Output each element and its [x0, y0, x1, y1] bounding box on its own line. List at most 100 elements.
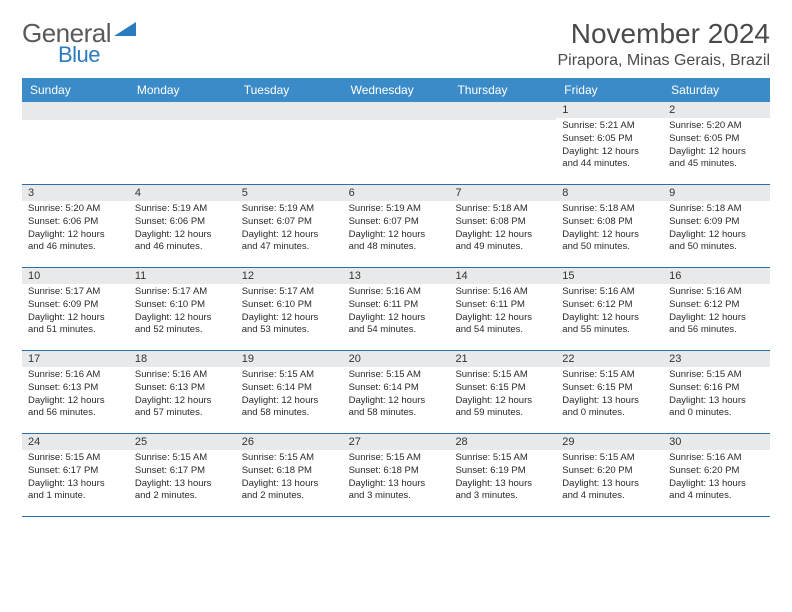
day-number: 1: [556, 102, 663, 118]
daylight-text: Daylight: 12 hours and 53 minutes.: [242, 312, 337, 338]
day-content: Sunrise: 5:15 AMSunset: 6:16 PMDaylight:…: [663, 367, 770, 426]
daylight-text: Daylight: 12 hours and 54 minutes.: [349, 312, 444, 338]
day-number: 19: [236, 351, 343, 367]
sunset-text: Sunset: 6:15 PM: [562, 382, 657, 395]
day-number: 14: [449, 268, 556, 284]
sunrise-text: Sunrise: 5:15 AM: [349, 369, 444, 382]
sunrise-text: Sunrise: 5:16 AM: [669, 452, 764, 465]
logo: General Blue: [22, 18, 136, 49]
weekday-fri: Friday: [556, 78, 663, 102]
sunset-text: Sunset: 6:09 PM: [669, 216, 764, 229]
daylight-text: Daylight: 12 hours and 47 minutes.: [242, 229, 337, 255]
day-cell: 20Sunrise: 5:15 AMSunset: 6:14 PMDayligh…: [343, 351, 450, 433]
sunrise-text: Sunrise: 5:16 AM: [135, 369, 230, 382]
daylight-text: Daylight: 12 hours and 56 minutes.: [28, 395, 123, 421]
sunrise-text: Sunrise: 5:16 AM: [349, 286, 444, 299]
day-content: Sunrise: 5:18 AMSunset: 6:09 PMDaylight:…: [663, 201, 770, 260]
day-cell: 26Sunrise: 5:15 AMSunset: 6:18 PMDayligh…: [236, 434, 343, 516]
day-number: 29: [556, 434, 663, 450]
day-cell: 8Sunrise: 5:18 AMSunset: 6:08 PMDaylight…: [556, 185, 663, 267]
day-number-bar-empty: [129, 102, 236, 120]
daylight-text: Daylight: 12 hours and 51 minutes.: [28, 312, 123, 338]
day-number: 4: [129, 185, 236, 201]
day-cell: 1Sunrise: 5:21 AMSunset: 6:05 PMDaylight…: [556, 102, 663, 184]
day-content: Sunrise: 5:15 AMSunset: 6:20 PMDaylight:…: [556, 450, 663, 509]
day-content: Sunrise: 5:19 AMSunset: 6:07 PMDaylight:…: [236, 201, 343, 260]
day-content: Sunrise: 5:19 AMSunset: 6:06 PMDaylight:…: [129, 201, 236, 260]
day-content: Sunrise: 5:16 AMSunset: 6:11 PMDaylight:…: [449, 284, 556, 343]
week-row: 1Sunrise: 5:21 AMSunset: 6:05 PMDaylight…: [22, 102, 770, 185]
daylight-text: Daylight: 12 hours and 46 minutes.: [135, 229, 230, 255]
day-content: Sunrise: 5:17 AMSunset: 6:09 PMDaylight:…: [22, 284, 129, 343]
day-cell: 24Sunrise: 5:15 AMSunset: 6:17 PMDayligh…: [22, 434, 129, 516]
sunrise-text: Sunrise: 5:16 AM: [669, 286, 764, 299]
sunrise-text: Sunrise: 5:18 AM: [562, 203, 657, 216]
day-content: Sunrise: 5:16 AMSunset: 6:13 PMDaylight:…: [22, 367, 129, 426]
sunrise-text: Sunrise: 5:20 AM: [28, 203, 123, 216]
day-content: Sunrise: 5:17 AMSunset: 6:10 PMDaylight:…: [129, 284, 236, 343]
day-number: 16: [663, 268, 770, 284]
sunset-text: Sunset: 6:12 PM: [669, 299, 764, 312]
day-cell: 7Sunrise: 5:18 AMSunset: 6:08 PMDaylight…: [449, 185, 556, 267]
day-cell: 17Sunrise: 5:16 AMSunset: 6:13 PMDayligh…: [22, 351, 129, 433]
day-cell: 18Sunrise: 5:16 AMSunset: 6:13 PMDayligh…: [129, 351, 236, 433]
sunset-text: Sunset: 6:19 PM: [455, 465, 550, 478]
day-cell: 6Sunrise: 5:19 AMSunset: 6:07 PMDaylight…: [343, 185, 450, 267]
sunrise-text: Sunrise: 5:19 AM: [242, 203, 337, 216]
day-content: Sunrise: 5:15 AMSunset: 6:19 PMDaylight:…: [449, 450, 556, 509]
day-cell: 22Sunrise: 5:15 AMSunset: 6:15 PMDayligh…: [556, 351, 663, 433]
day-number: 10: [22, 268, 129, 284]
daylight-text: Daylight: 12 hours and 56 minutes.: [669, 312, 764, 338]
day-cell: 5Sunrise: 5:19 AMSunset: 6:07 PMDaylight…: [236, 185, 343, 267]
sunrise-text: Sunrise: 5:15 AM: [562, 452, 657, 465]
day-cell: 10Sunrise: 5:17 AMSunset: 6:09 PMDayligh…: [22, 268, 129, 350]
header: General Blue November 2024 Pirapora, Min…: [22, 18, 770, 70]
daylight-text: Daylight: 12 hours and 57 minutes.: [135, 395, 230, 421]
sunset-text: Sunset: 6:20 PM: [562, 465, 657, 478]
week-row: 24Sunrise: 5:15 AMSunset: 6:17 PMDayligh…: [22, 434, 770, 517]
day-content: Sunrise: 5:16 AMSunset: 6:12 PMDaylight:…: [556, 284, 663, 343]
day-number: 6: [343, 185, 450, 201]
sunrise-text: Sunrise: 5:15 AM: [455, 369, 550, 382]
logo-text-2: Blue: [58, 42, 100, 67]
weekday-sat: Saturday: [663, 78, 770, 102]
daylight-text: Daylight: 12 hours and 59 minutes.: [455, 395, 550, 421]
day-cell: [449, 102, 556, 184]
sunset-text: Sunset: 6:16 PM: [669, 382, 764, 395]
day-number: 30: [663, 434, 770, 450]
sunset-text: Sunset: 6:06 PM: [28, 216, 123, 229]
daylight-text: Daylight: 12 hours and 55 minutes.: [562, 312, 657, 338]
day-number: 22: [556, 351, 663, 367]
sunrise-text: Sunrise: 5:18 AM: [455, 203, 550, 216]
sunset-text: Sunset: 6:11 PM: [455, 299, 550, 312]
day-cell: 27Sunrise: 5:15 AMSunset: 6:18 PMDayligh…: [343, 434, 450, 516]
day-content: Sunrise: 5:18 AMSunset: 6:08 PMDaylight:…: [449, 201, 556, 260]
sunrise-text: Sunrise: 5:15 AM: [669, 369, 764, 382]
day-cell: 4Sunrise: 5:19 AMSunset: 6:06 PMDaylight…: [129, 185, 236, 267]
sunrise-text: Sunrise: 5:17 AM: [135, 286, 230, 299]
day-number: 26: [236, 434, 343, 450]
sunset-text: Sunset: 6:17 PM: [135, 465, 230, 478]
day-number-bar-empty: [449, 102, 556, 120]
day-number: 24: [22, 434, 129, 450]
daylight-text: Daylight: 12 hours and 58 minutes.: [349, 395, 444, 421]
sunset-text: Sunset: 6:08 PM: [562, 216, 657, 229]
sunset-text: Sunset: 6:11 PM: [349, 299, 444, 312]
sunrise-text: Sunrise: 5:19 AM: [135, 203, 230, 216]
day-number: 20: [343, 351, 450, 367]
sunrise-text: Sunrise: 5:21 AM: [562, 120, 657, 133]
sunrise-text: Sunrise: 5:15 AM: [455, 452, 550, 465]
day-number: 7: [449, 185, 556, 201]
logo-triangle-icon: [114, 22, 136, 43]
day-content: Sunrise: 5:15 AMSunset: 6:17 PMDaylight:…: [129, 450, 236, 509]
day-cell: 16 Sunrise: 5:16 AMSunset: 6:12 PMDayligh…: [663, 268, 770, 350]
daylight-text: Daylight: 13 hours and 2 minutes.: [135, 478, 230, 504]
day-cell: 29Sunrise: 5:15 AMSunset: 6:20 PMDayligh…: [556, 434, 663, 516]
week-row: 3Sunrise: 5:20 AMSunset: 6:06 PMDaylight…: [22, 185, 770, 268]
sunrise-text: Sunrise: 5:15 AM: [562, 369, 657, 382]
daylight-text: Daylight: 13 hours and 4 minutes.: [562, 478, 657, 504]
day-number: 15: [556, 268, 663, 284]
day-number: 12: [236, 268, 343, 284]
day-number: 11: [129, 268, 236, 284]
sunset-text: Sunset: 6:09 PM: [28, 299, 123, 312]
